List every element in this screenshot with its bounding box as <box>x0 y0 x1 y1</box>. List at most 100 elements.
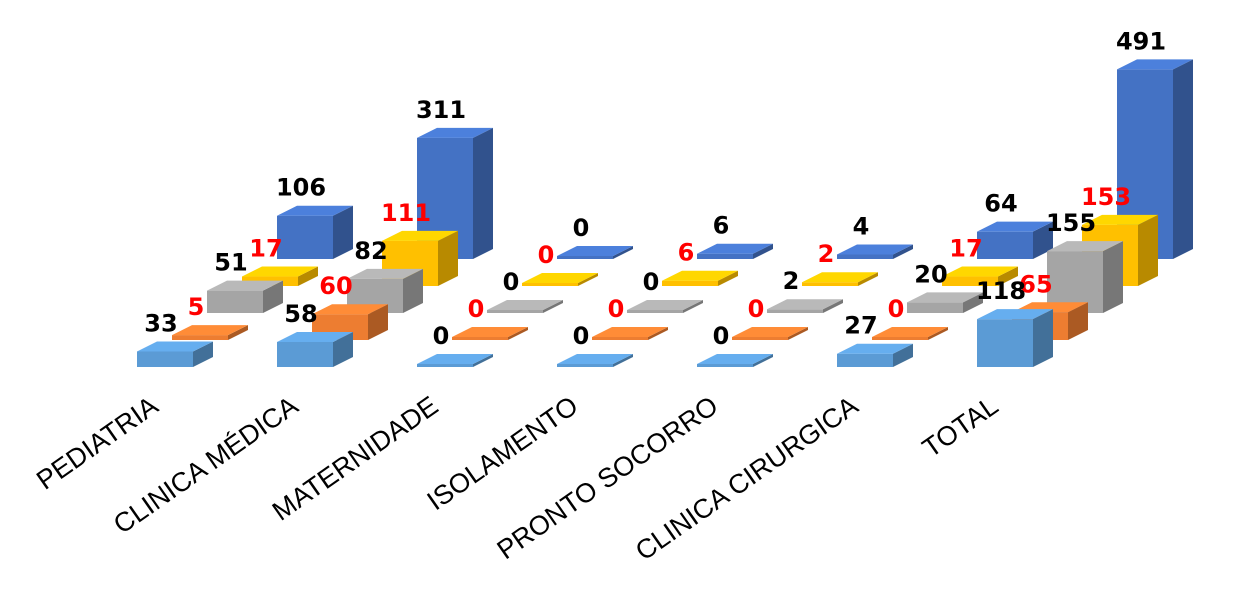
bar-side <box>193 341 213 367</box>
bar-top <box>487 300 563 310</box>
bar-side <box>928 327 948 340</box>
data-label: 17 <box>249 235 282 263</box>
bar-front <box>557 256 613 259</box>
bar-front <box>977 319 1033 367</box>
bar-side <box>1173 59 1193 259</box>
bar <box>907 292 983 313</box>
bar-side <box>753 243 773 259</box>
bar-top <box>872 327 948 337</box>
bar-top <box>417 127 493 138</box>
bar-front <box>872 337 928 340</box>
bar-side <box>1068 302 1088 340</box>
bar-top <box>592 327 668 337</box>
data-label: 155 <box>1046 209 1096 237</box>
bar-top <box>312 304 388 315</box>
bar <box>802 272 878 286</box>
bar-top <box>977 221 1053 232</box>
bar <box>627 300 703 313</box>
bar-side <box>1103 241 1123 313</box>
bar-top <box>137 341 213 352</box>
bar-front <box>662 280 718 286</box>
bar-top <box>347 268 423 279</box>
bar-top <box>942 266 1018 277</box>
bar-front <box>277 341 333 367</box>
bar-top <box>242 266 318 277</box>
bar-front <box>172 335 228 340</box>
bar-top <box>662 270 738 281</box>
bar-front <box>522 283 578 286</box>
bar <box>977 221 1053 259</box>
bar-side <box>893 244 913 259</box>
bar-side <box>543 300 563 313</box>
data-label: 0 <box>433 322 450 350</box>
bar-top <box>557 354 633 364</box>
bar-side <box>333 331 353 367</box>
bar-top <box>522 273 598 283</box>
data-label: 5 <box>188 293 205 321</box>
bar-side <box>228 325 248 340</box>
bar <box>172 325 248 340</box>
bar-side <box>438 230 458 286</box>
data-label: 0 <box>503 268 520 296</box>
bar-top <box>277 331 353 342</box>
bar-side <box>858 272 878 286</box>
bar <box>1047 241 1123 313</box>
bar-side <box>648 327 668 340</box>
bar-side <box>613 354 633 367</box>
data-label: 311 <box>416 96 466 124</box>
bar-side <box>298 266 318 286</box>
bar-top <box>802 272 878 283</box>
data-label: 0 <box>468 295 485 323</box>
bar-top <box>172 325 248 336</box>
bar <box>942 266 1018 286</box>
bar-top <box>277 205 353 216</box>
bar <box>592 327 668 340</box>
data-label: 0 <box>538 241 555 269</box>
data-label: 491 <box>1116 27 1166 55</box>
bar-top <box>977 309 1053 320</box>
bar-top <box>627 300 703 310</box>
bar-front <box>417 364 473 367</box>
data-label: 153 <box>1081 183 1131 211</box>
bar-side <box>508 327 528 340</box>
bar-side <box>1033 309 1053 367</box>
bar-side <box>683 300 703 313</box>
bar-side <box>613 246 633 259</box>
data-label: 6 <box>713 212 730 240</box>
data-label: 2 <box>818 240 835 268</box>
data-label: 118 <box>976 277 1026 305</box>
data-label: 27 <box>844 312 877 340</box>
bar <box>417 354 493 367</box>
bar-side <box>368 304 388 340</box>
bar-side <box>1033 221 1053 259</box>
data-label: 111 <box>381 199 431 227</box>
bar <box>767 299 843 313</box>
bar <box>277 205 353 259</box>
bar-front <box>627 310 683 313</box>
bar-side <box>403 268 423 313</box>
bar-top <box>1082 214 1158 225</box>
data-label: 20 <box>914 260 947 288</box>
bar-front <box>767 309 823 313</box>
bar-front <box>487 310 543 313</box>
bar-top <box>732 327 808 337</box>
bar-side <box>578 273 598 286</box>
bar-front <box>802 282 858 286</box>
bar-front <box>837 353 893 367</box>
bar <box>487 300 563 313</box>
bar <box>837 244 913 259</box>
data-label: 4 <box>853 212 870 240</box>
data-label: 82 <box>354 237 387 265</box>
data-label: 64 <box>984 190 1017 218</box>
bar-top <box>1047 241 1123 252</box>
bar <box>277 331 353 367</box>
bar-side <box>718 270 738 286</box>
bar-top <box>452 327 528 337</box>
bar-top <box>207 280 283 291</box>
bar-top <box>697 354 773 364</box>
bar <box>697 243 773 259</box>
bar <box>522 273 598 286</box>
bar-front <box>837 254 893 259</box>
bar-side <box>333 205 353 259</box>
